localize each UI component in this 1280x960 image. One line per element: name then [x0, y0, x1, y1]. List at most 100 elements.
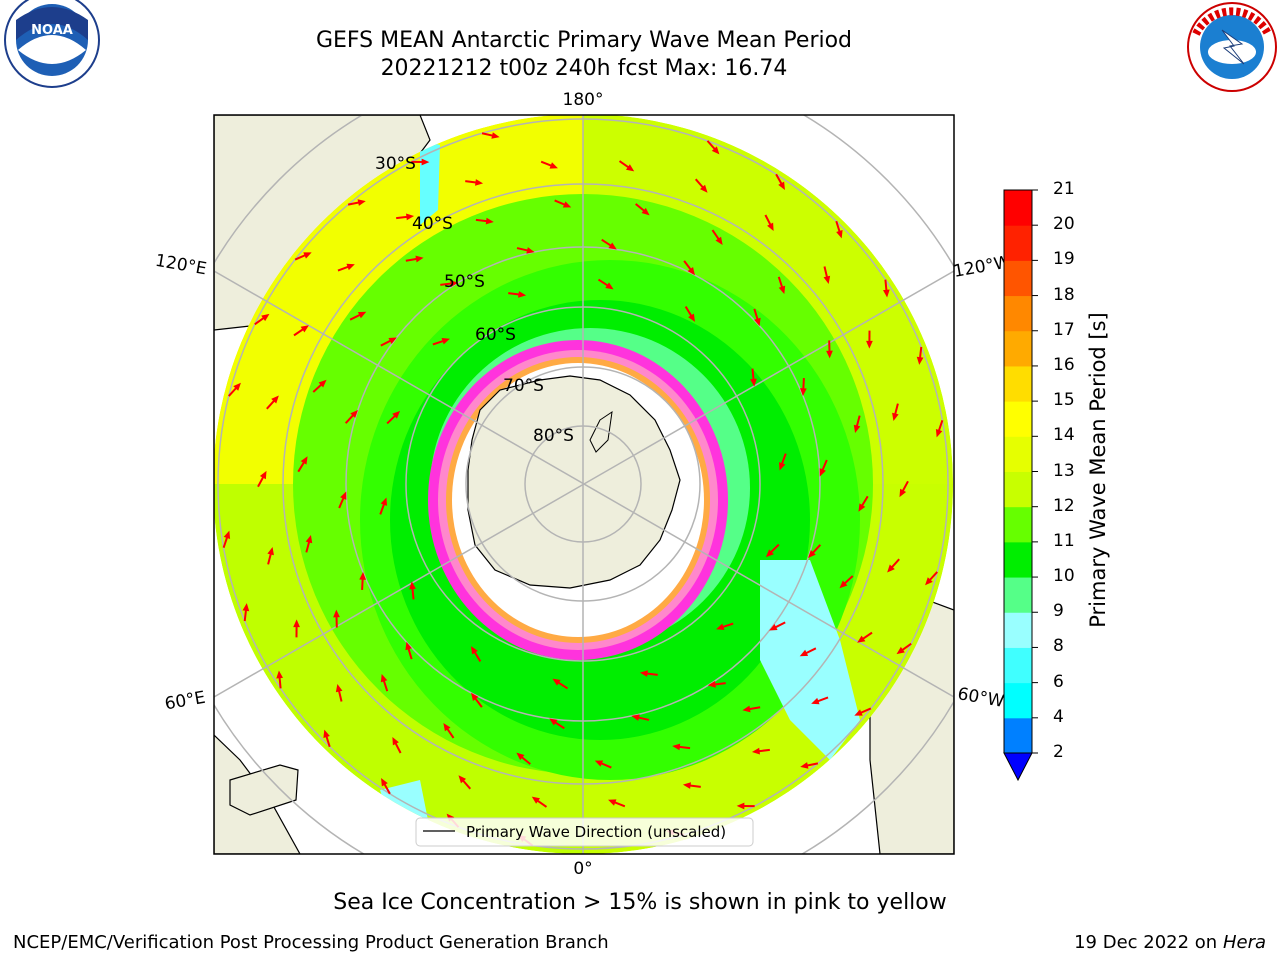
wave-arrow-head	[443, 723, 451, 732]
colorbar-segment	[1004, 541, 1032, 578]
wave-arrow-head	[340, 491, 347, 500]
wave-arrow-head	[707, 681, 716, 688]
wave-arrow-head	[608, 242, 617, 250]
wave-arrow-head	[750, 378, 757, 387]
colorbar-tick-label: 15	[1053, 390, 1075, 411]
wave-arrow-head	[769, 624, 778, 631]
colorbar-segment	[1004, 225, 1032, 261]
wave-arrow-head	[858, 503, 866, 512]
wave-arrow-head	[811, 697, 820, 705]
wave-arrow-head	[883, 289, 890, 298]
wave-arrow-head	[405, 641, 412, 651]
wave-arrow-head	[223, 530, 231, 540]
wave-arrow-head	[531, 796, 541, 804]
wave-arrow-head	[475, 179, 484, 186]
wave-arrow-head	[699, 184, 708, 193]
wave-arrow-head	[267, 546, 274, 556]
colorbar-segment	[1004, 577, 1032, 613]
wave-arrow-head	[450, 280, 459, 287]
wave-arrow-head	[800, 762, 809, 769]
lon-label-60e: 60°E	[163, 688, 207, 715]
colorbar-tick-label: 16	[1053, 354, 1075, 375]
lon-label-60w: 60°W	[956, 684, 1006, 712]
wave-arrow-head	[458, 775, 467, 784]
colorbar-segment	[1004, 436, 1032, 472]
colorbar-segment	[1004, 717, 1032, 754]
lon-label-120e: 120°E	[154, 251, 208, 280]
wave-arrow-head	[839, 580, 848, 589]
wave-arrow-head	[899, 488, 907, 498]
wave-arrow-head	[935, 428, 943, 438]
wave-arrow-head	[346, 263, 355, 271]
wave-arrow-head	[631, 714, 640, 721]
noaa-logo-icon: NOAA	[4, 0, 100, 88]
wave-arrow-head	[271, 395, 279, 404]
wave-arrow-head	[552, 678, 561, 686]
wave-arrow-head	[853, 424, 861, 433]
chart-title: GEFS MEAN Antarctic Primary Wave Mean Pe…	[315, 28, 853, 53]
footer-date-text: 19 Dec 2022 on	[1074, 932, 1218, 953]
footer-date: 19 Dec 2022 on Hera	[1074, 932, 1266, 953]
wave-arrow-head	[300, 325, 309, 333]
wave-arrow-head	[415, 255, 424, 263]
wave-arrow-head	[836, 230, 843, 239]
wave-arrow-head	[799, 649, 809, 657]
colorbar-tick-label: 14	[1053, 425, 1075, 446]
wave-arrow-head	[819, 468, 826, 477]
wave-arrow-head	[518, 291, 527, 298]
wave-arrow-head	[682, 782, 691, 789]
wave-arrow-head	[767, 222, 774, 232]
legend-label: Primary Wave Direction (unscaled)	[466, 823, 726, 841]
lat-label-30: 30°S	[375, 154, 416, 174]
wave-arrow-head	[854, 709, 863, 716]
wave-arrow-head	[359, 571, 367, 580]
wave-arrow-head	[388, 337, 397, 344]
colorbar-segment	[1004, 401, 1032, 437]
wave-arrow-head	[392, 410, 401, 419]
wave-arrow-head	[857, 635, 866, 643]
wave-arrow-head	[736, 802, 745, 810]
wave-arrow-head	[887, 564, 895, 573]
wave-arrow-head	[305, 535, 313, 544]
wave-arrow-head	[318, 379, 327, 388]
wave-arrow-head	[323, 729, 330, 738]
colorbar-tick-label: 11	[1053, 530, 1075, 551]
nws-logo-icon	[1187, 2, 1277, 92]
wave-arrow-head	[335, 684, 343, 693]
wave-arrow-head	[491, 132, 500, 139]
chart-subtitle: 20221212 t00z 240h fcst Max: 16.74	[380, 56, 788, 81]
wave-arrow-head	[892, 412, 899, 422]
colorbar-tick-label: 4	[1053, 706, 1064, 727]
wave-arrow-head	[716, 623, 725, 631]
wave-arrow-head	[485, 217, 494, 225]
map-frame	[213, 114, 955, 855]
wave-arrow-head	[381, 778, 388, 787]
wave-arrow-head	[276, 670, 283, 679]
wave-arrow-head	[261, 313, 270, 322]
wave-arrow-head	[549, 718, 558, 726]
wave-arrow-head	[641, 207, 650, 216]
colorbar-tick-label: 20	[1053, 214, 1075, 235]
wave-arrow-head	[421, 158, 430, 166]
lat-label-70: 70°S	[503, 376, 544, 396]
wave-arrow-head	[625, 164, 635, 172]
colorbar-tick-label: 6	[1053, 671, 1064, 692]
wave-arrow-head	[808, 550, 816, 558]
lon-label-180: 180°	[563, 90, 604, 110]
wave-arrow-head	[711, 146, 720, 155]
wave-arrow-head	[639, 670, 648, 677]
wave-arrow-head	[357, 311, 367, 319]
colorbar-segment	[1004, 190, 1032, 226]
wave-arrow-head	[823, 275, 831, 284]
colorbar-tick-label: 12	[1053, 495, 1075, 516]
wave-arrow-head	[549, 162, 558, 169]
colorbar-extend-triangle	[1003, 752, 1033, 782]
wave-arrow-head	[392, 736, 399, 746]
wave-arrow-head	[826, 350, 833, 359]
wave-arrow-head	[799, 388, 807, 397]
colorbar-tick-label: 21	[1053, 179, 1075, 199]
colorbar-tick-label: 2	[1053, 742, 1064, 762]
wave-arrow-head	[357, 199, 366, 206]
colorbar-segment	[1004, 506, 1032, 543]
